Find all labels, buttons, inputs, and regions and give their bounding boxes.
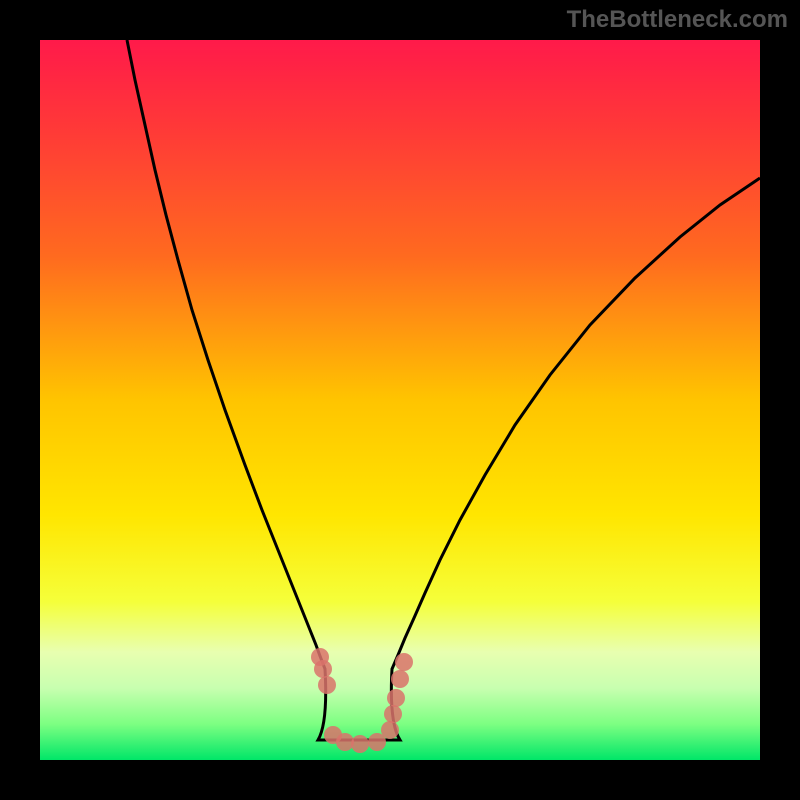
marker-point [387,689,405,707]
marker-point [351,735,369,753]
marker-point [381,721,399,739]
marker-point [384,705,402,723]
marker-point [314,660,332,678]
marker-point [395,653,413,671]
marker-point [318,676,336,694]
watermark-text: TheBottleneck.com [567,6,788,34]
marker-point [391,670,409,688]
bottleneck-chart [0,0,800,800]
